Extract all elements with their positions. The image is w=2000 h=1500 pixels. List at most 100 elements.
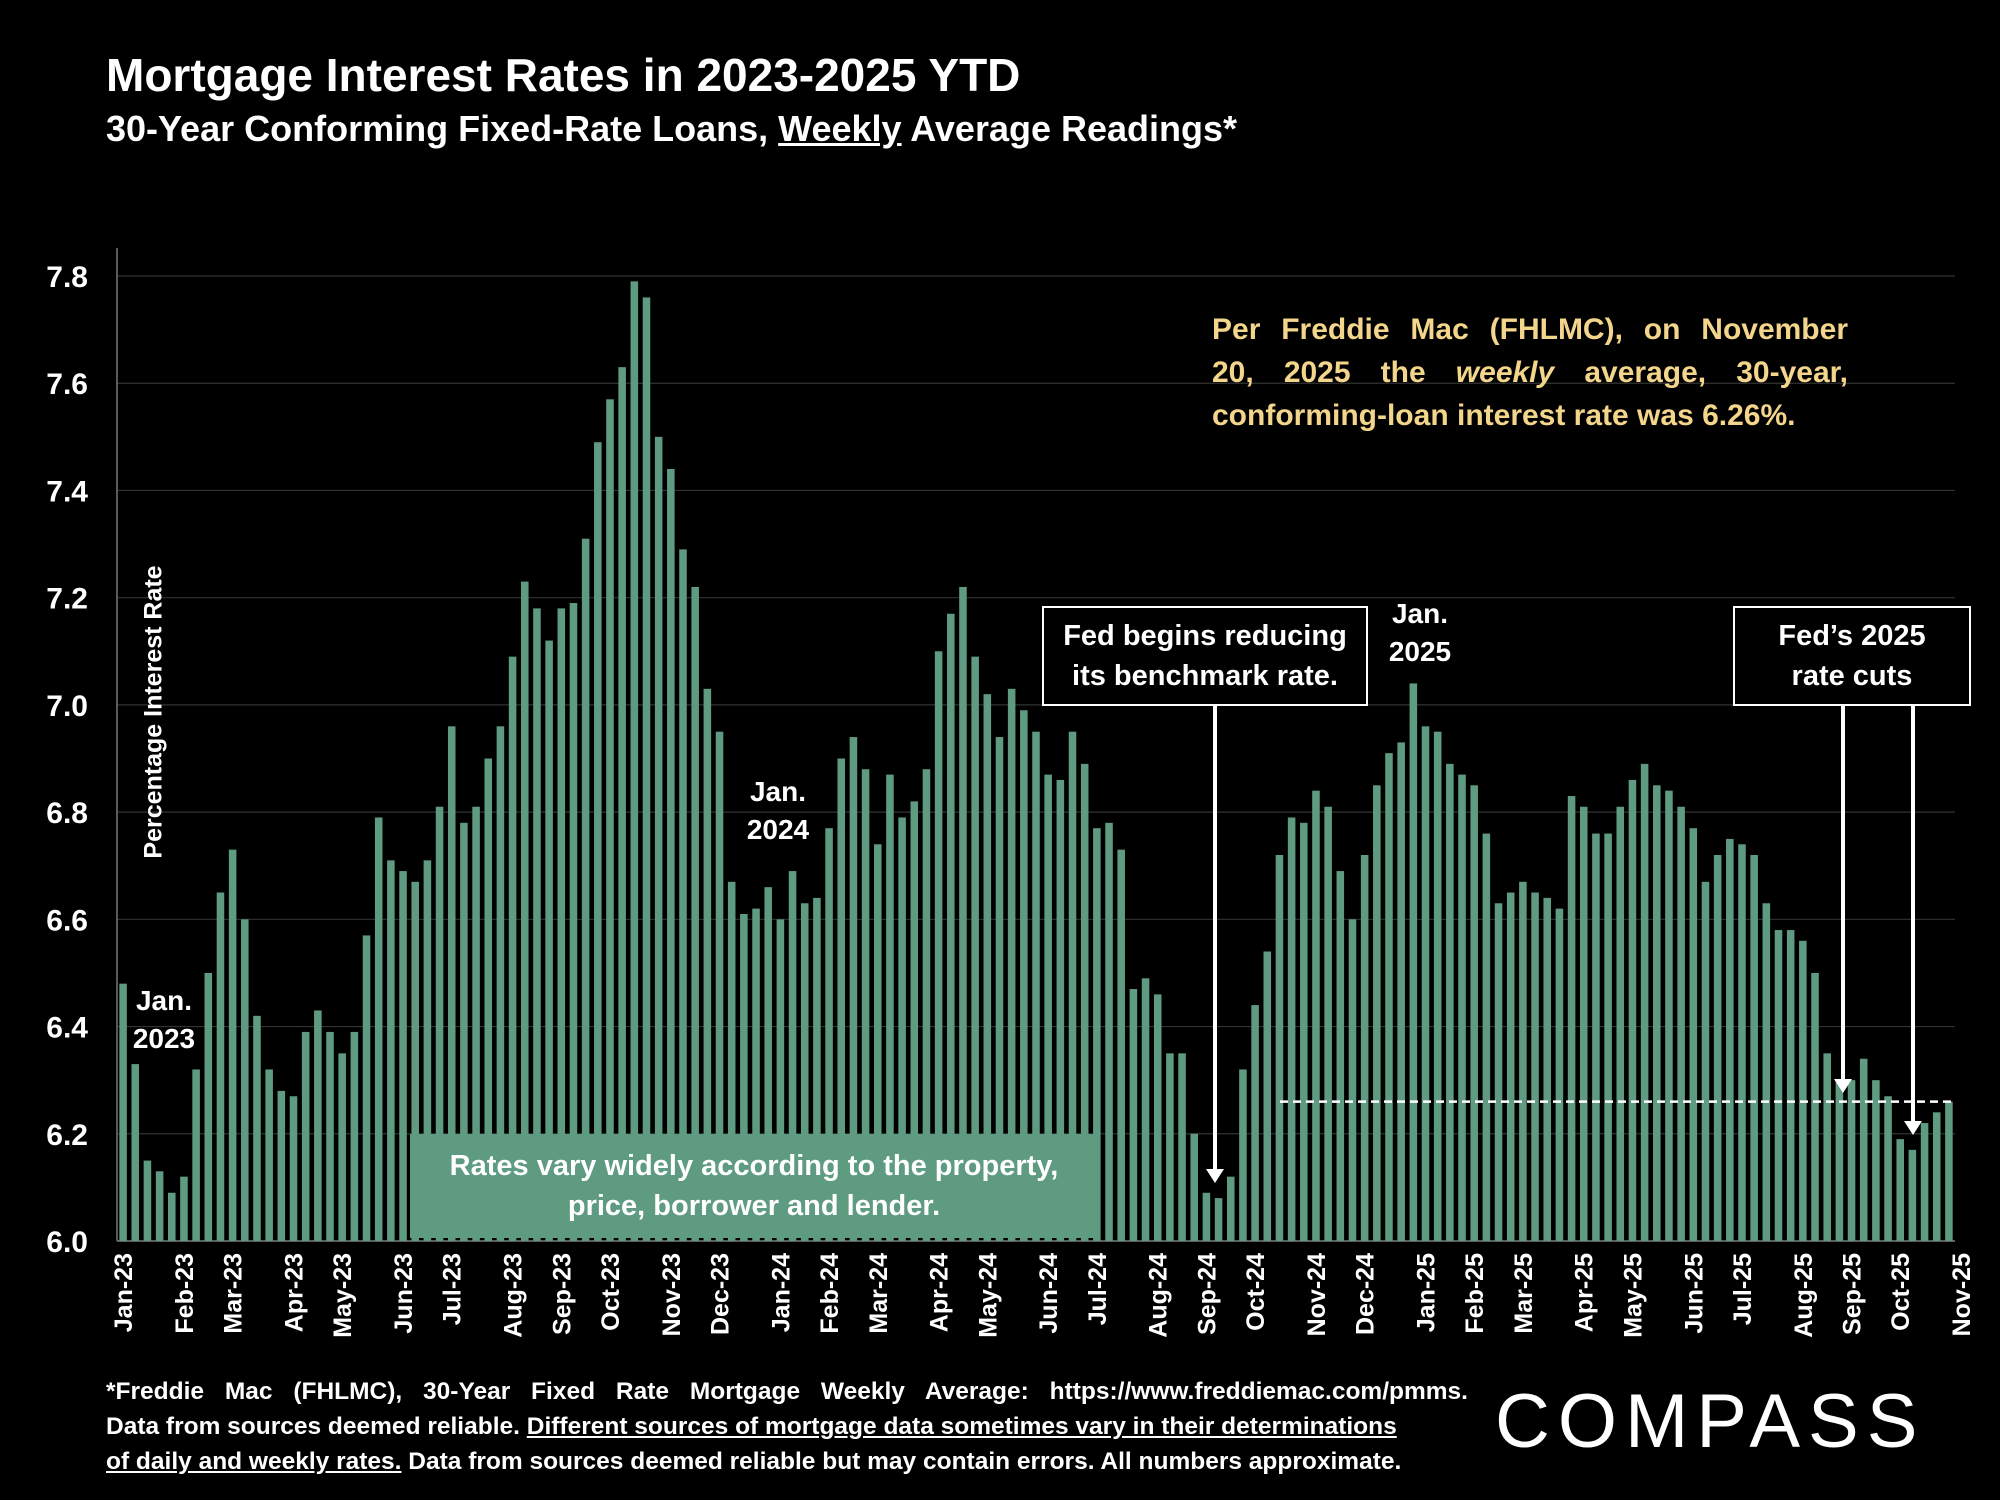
bar bbox=[180, 1176, 188, 1241]
bar bbox=[1300, 822, 1308, 1241]
y-axis-label: Percentage Interest Rate bbox=[139, 565, 168, 859]
bar bbox=[143, 1160, 152, 1241]
bar bbox=[1847, 1080, 1856, 1241]
callout-line-3: conforming-loan interest rate was 6.26%. bbox=[1212, 399, 1796, 432]
fed-cuts-line-2: rate cuts bbox=[1791, 660, 1913, 692]
year-2024-year: 2024 bbox=[746, 814, 810, 845]
bar bbox=[1555, 908, 1564, 1241]
bar bbox=[1433, 731, 1442, 1241]
callout-emphasis: weekly bbox=[1455, 356, 1555, 389]
callout-line-2a: 20, 2025 the bbox=[1212, 356, 1426, 389]
bar bbox=[861, 769, 870, 1241]
bar bbox=[752, 908, 760, 1241]
x-axis-ticks: Jan-23 Feb-23 Mar-23 Apr-23 May-23 Jun-23 Jul-… bbox=[110, 1253, 1976, 1338]
bar bbox=[228, 849, 237, 1241]
y-tick-label: 7.0 bbox=[46, 690, 88, 723]
bar bbox=[1482, 833, 1491, 1241]
bar bbox=[594, 442, 602, 1241]
x-tick-label: Sep-24 bbox=[1193, 1253, 1221, 1335]
bar bbox=[1141, 978, 1150, 1241]
bar bbox=[1263, 951, 1272, 1241]
x-tick-label: Jan-25 bbox=[1413, 1253, 1441, 1332]
x-tick-label: Aug-24 bbox=[1145, 1253, 1173, 1338]
subtitle-text-end: Average Readings* bbox=[910, 108, 1238, 149]
bar bbox=[545, 640, 553, 1241]
bar bbox=[1738, 844, 1746, 1241]
bar bbox=[1117, 849, 1125, 1241]
x-tick-label: Oct-23 bbox=[597, 1253, 625, 1331]
bar bbox=[1360, 855, 1369, 1241]
bar bbox=[581, 538, 590, 1241]
bar bbox=[1178, 1053, 1186, 1241]
bar bbox=[1689, 828, 1698, 1241]
x-tick-label: Feb-24 bbox=[816, 1253, 844, 1334]
bar bbox=[1701, 881, 1710, 1241]
y-tick-label: 6.0 bbox=[46, 1226, 88, 1259]
bar bbox=[1835, 1080, 1844, 1241]
bar bbox=[387, 860, 395, 1241]
bar bbox=[691, 586, 699, 1241]
bar bbox=[1653, 785, 1661, 1241]
bar bbox=[1093, 828, 1101, 1241]
x-tick-label: Jan-23 bbox=[110, 1253, 138, 1332]
bar bbox=[131, 1064, 140, 1241]
footer-disclaimer-underlined: Different sources of mortgage data somet… bbox=[526, 1413, 1397, 1440]
bar bbox=[654, 436, 663, 1241]
bar bbox=[168, 1192, 176, 1241]
bar bbox=[362, 935, 371, 1241]
x-tick-label: Jun-23 bbox=[390, 1253, 418, 1334]
bar bbox=[411, 881, 419, 1241]
bar bbox=[1007, 688, 1016, 1241]
bar bbox=[484, 758, 493, 1241]
bar bbox=[216, 892, 225, 1241]
bar bbox=[1251, 1005, 1259, 1241]
bar bbox=[1945, 1101, 1953, 1241]
bar bbox=[399, 871, 407, 1241]
bar bbox=[1872, 1080, 1880, 1241]
bar bbox=[667, 469, 675, 1241]
x-tick-label: Jul-23 bbox=[439, 1253, 467, 1325]
fed-cut-arrow-2-head bbox=[1904, 1121, 1922, 1135]
bar bbox=[1129, 989, 1138, 1241]
bar bbox=[508, 656, 517, 1241]
bar bbox=[374, 817, 383, 1241]
bar bbox=[1421, 726, 1430, 1241]
x-tick-label: Sep-25 bbox=[1839, 1253, 1867, 1335]
x-tick-label: Mar-23 bbox=[220, 1253, 248, 1334]
bar bbox=[1519, 881, 1527, 1241]
bar bbox=[971, 656, 979, 1241]
bar bbox=[813, 897, 821, 1241]
y-tick-label: 6.8 bbox=[46, 797, 88, 830]
bar bbox=[1543, 897, 1552, 1241]
year-2024-jan: Jan. bbox=[749, 776, 807, 807]
bar bbox=[1726, 838, 1734, 1241]
bar bbox=[1409, 683, 1418, 1241]
bar bbox=[1458, 774, 1466, 1241]
bar bbox=[1287, 817, 1296, 1241]
bar bbox=[788, 871, 797, 1241]
bar bbox=[1068, 731, 1077, 1241]
bar bbox=[253, 1015, 261, 1241]
bar bbox=[1032, 731, 1040, 1241]
bar bbox=[630, 281, 639, 1242]
bar bbox=[447, 726, 456, 1241]
x-tick-label: Apr-24 bbox=[926, 1253, 954, 1332]
bar bbox=[1166, 1053, 1174, 1241]
x-tick-label: Oct-25 bbox=[1887, 1253, 1915, 1331]
bar bbox=[326, 1031, 334, 1241]
bar bbox=[1592, 833, 1600, 1241]
bar bbox=[959, 586, 967, 1241]
bar bbox=[983, 694, 992, 1241]
bar bbox=[1397, 742, 1405, 1241]
bar bbox=[423, 860, 432, 1241]
fed-begins-arrow-head bbox=[1206, 1169, 1224, 1183]
bar bbox=[1811, 972, 1819, 1241]
bar bbox=[1446, 763, 1454, 1241]
fed-cut-arrow-1-head bbox=[1834, 1079, 1852, 1093]
callout-line-2: 20, 2025 the weekly average, 30-year, bbox=[1212, 351, 1848, 394]
year-2023-jan: Jan. bbox=[135, 985, 193, 1016]
x-tick-label: Apr-25 bbox=[1571, 1253, 1599, 1332]
fed-begins-line-1: Fed begins reducing bbox=[1063, 620, 1347, 652]
year-2025-jan: Jan. bbox=[1391, 598, 1449, 629]
bar bbox=[1604, 833, 1612, 1241]
